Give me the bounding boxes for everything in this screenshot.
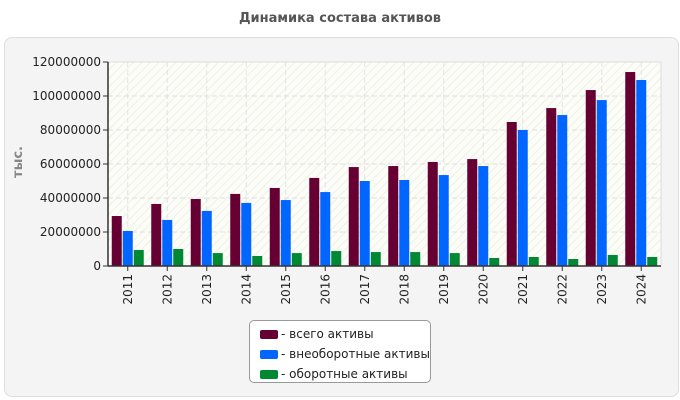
bar-2023-1 <box>596 100 607 266</box>
bar-2015-1 <box>280 200 291 266</box>
bar-2012-1 <box>162 219 173 266</box>
bar-2023-0 <box>585 90 596 266</box>
x-tick-label: 2021 <box>516 274 530 305</box>
bar-2011-0 <box>111 216 122 266</box>
bar-2018-0 <box>388 166 399 266</box>
bar-2021-1 <box>517 130 528 266</box>
bar-2013-2 <box>212 253 223 266</box>
legend-swatch <box>260 349 278 359</box>
y-tick-label: 60000000 <box>40 157 101 171</box>
x-tick-label: 2012 <box>160 274 174 305</box>
bar-2015-0 <box>269 187 280 266</box>
bar-2019-0 <box>427 161 438 266</box>
y-axis-label: тыс. <box>11 146 26 178</box>
legend-item: - всего активы <box>260 325 430 343</box>
y-tick-label: 20000000 <box>40 225 101 239</box>
x-tick-label: 2015 <box>279 274 293 305</box>
legend-label: - оборотные активы <box>281 367 408 381</box>
x-tick-label: 2023 <box>595 274 609 305</box>
bar-2013-0 <box>190 199 201 266</box>
y-tick-label: 0 <box>93 259 101 273</box>
bar-2019-1 <box>438 175 449 266</box>
x-tick-label: 2018 <box>397 274 411 305</box>
y-tick-label: 40000000 <box>40 191 101 205</box>
bar-2022-0 <box>546 108 557 266</box>
x-tick-label: 2016 <box>318 274 332 305</box>
bar-2016-0 <box>309 177 320 266</box>
bar-2020-0 <box>467 159 478 266</box>
bar-2021-0 <box>506 122 517 266</box>
legend-swatch <box>260 369 278 379</box>
bar-2024-1 <box>636 80 647 267</box>
bar-2018-2 <box>410 252 421 266</box>
x-tick-label: 2024 <box>634 274 648 305</box>
bar-2021-2 <box>528 256 539 266</box>
x-tick-label: 2020 <box>476 274 490 305</box>
x-tick-label: 2017 <box>358 274 372 305</box>
bar-2017-0 <box>348 167 359 266</box>
bar-2011-2 <box>133 250 144 266</box>
bar-2022-2 <box>568 259 579 266</box>
bar-2012-2 <box>173 249 184 266</box>
x-tick-label: 2011 <box>121 274 135 305</box>
legend-label: - внеоборотные активы <box>281 347 430 361</box>
bar-2014-0 <box>230 193 241 266</box>
legend-item: - оборотные активы <box>260 365 430 383</box>
bar-2013-1 <box>201 210 212 266</box>
bar-2014-2 <box>252 255 263 266</box>
bar-2014-1 <box>241 202 252 266</box>
y-tick-label: 100000000 <box>32 89 101 103</box>
bar-2018-1 <box>399 179 410 266</box>
bar-2019-2 <box>449 253 460 266</box>
x-tick-label: 2019 <box>437 274 451 305</box>
bar-2024-0 <box>625 72 636 266</box>
bar-2015-2 <box>291 253 302 266</box>
bar-2020-1 <box>478 166 489 266</box>
legend-item: - внеоборотные активы <box>260 345 430 363</box>
chart-title: Динамика состава активов <box>238 11 442 26</box>
bar-2020-2 <box>489 258 500 266</box>
legend-label: - всего активы <box>281 327 374 341</box>
bar-2024-2 <box>647 256 658 266</box>
legend-swatch <box>260 329 278 339</box>
y-tick-label: 80000000 <box>40 123 101 137</box>
bar-2023-2 <box>607 254 618 266</box>
bar-2017-2 <box>370 252 381 266</box>
legend: - всего активы - внеоборотные активы - обо… <box>249 320 431 383</box>
bar-2012-0 <box>151 203 162 266</box>
y-tick-label: 120000000 <box>32 55 101 69</box>
bar-2016-1 <box>320 192 331 266</box>
bar-2011-1 <box>122 230 133 266</box>
x-tick-label: 2014 <box>239 274 253 305</box>
x-tick-label: 2022 <box>555 274 569 305</box>
bar-2017-1 <box>359 181 370 266</box>
bar-2016-2 <box>331 251 342 266</box>
bar-2022-1 <box>557 115 568 266</box>
x-tick-label: 2013 <box>200 274 214 305</box>
